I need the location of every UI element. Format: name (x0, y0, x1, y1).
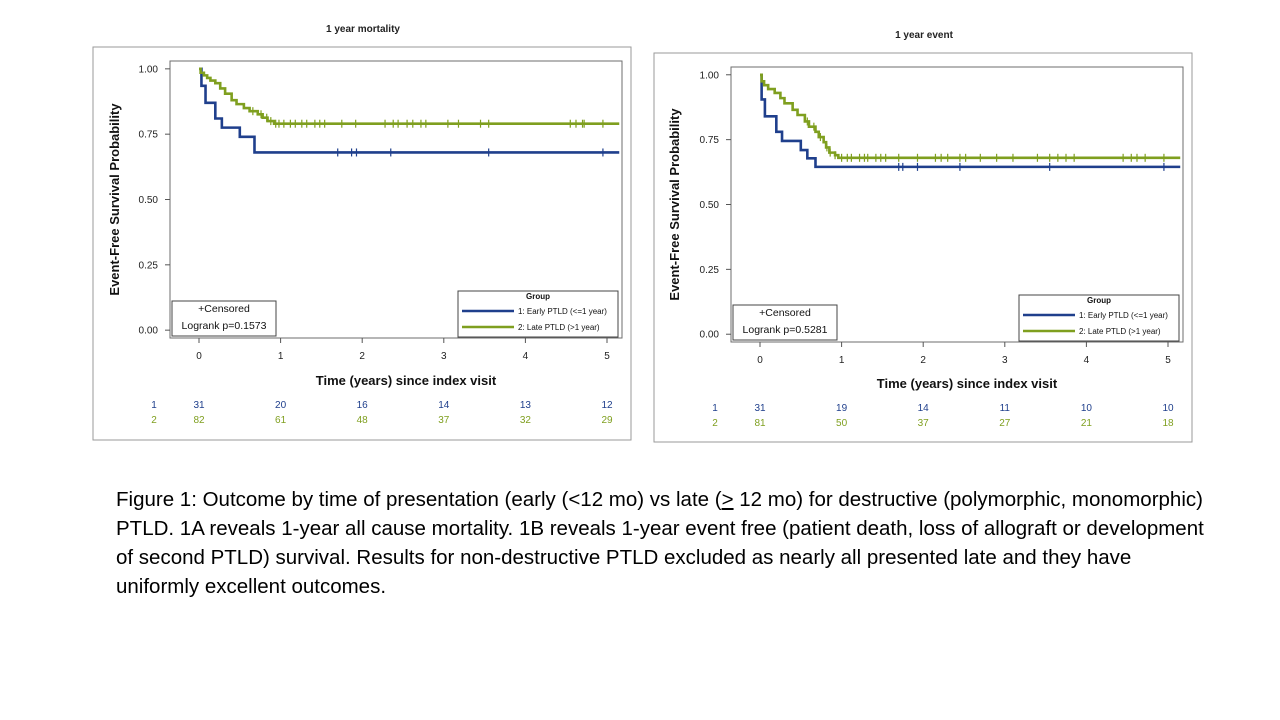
risk-count: 29 (601, 415, 613, 426)
km-curve-early (760, 73, 1181, 169)
legend-label: 1: Early PTLD (<=1 year) (518, 307, 607, 316)
risk-count: 10 (1162, 403, 1174, 414)
risk-count: 16 (357, 400, 369, 411)
risk-count: 14 (918, 403, 930, 414)
y-tick-label: 0.00 (139, 326, 159, 337)
chart-panel-mortality: 1 year mortality 0.00 0.25 0.50 0.75 1.00 0 1 2… (0, 0, 640, 450)
legend-label: 2: Late PTLD (>1 year) (1079, 327, 1161, 336)
logrank-value: Logrank p=0.5281 (743, 324, 828, 336)
censored-note: +Censored (198, 303, 250, 315)
risk-count: 31 (193, 400, 205, 411)
figure-frame (653, 52, 1193, 443)
y-tick-label: 0.75 (700, 135, 720, 146)
legend (457, 290, 619, 338)
chart-title: 1 year event (895, 30, 953, 41)
y-tick-label: 0.00 (700, 330, 720, 341)
figure-frame (92, 46, 632, 441)
chart-title: 1 year mortality (326, 24, 400, 35)
risk-count: 11 (1000, 403, 1011, 414)
risk-count: 82 (193, 415, 205, 426)
risk-count: 19 (836, 403, 848, 414)
risk-count: 48 (357, 415, 369, 426)
y-tick-label: 0.50 (700, 200, 720, 211)
y-axis-title: Event-Free Survival Probability (667, 108, 682, 301)
risk-count: 37 (918, 418, 930, 429)
x-tick-label: 2 (920, 355, 926, 366)
x-tick-label: 5 (1165, 355, 1171, 366)
legend-title: Group (526, 292, 550, 301)
figure-caption: Figure 1: Outcome by time of presentatio… (116, 485, 1216, 601)
x-tick-label: 1 (839, 355, 845, 366)
chart-panel-event: 1 year event 0.00 0.25 0.50 0.75 1.00 0 1 2 3 4 5 T… (640, 0, 1280, 450)
legend-label: 1: Early PTLD (<=1 year) (1079, 311, 1168, 320)
risk-count: 21 (1081, 418, 1093, 429)
risk-row-label: 2 (712, 418, 718, 429)
risk-count: 61 (275, 415, 287, 426)
x-tick-label: 4 (523, 351, 529, 362)
x-tick-label: 0 (196, 351, 202, 362)
risk-count: 12 (601, 400, 613, 411)
risk-row-label: 1 (151, 400, 157, 411)
legend-title: Group (1087, 296, 1111, 305)
risk-row-label: 1 (712, 403, 718, 414)
risk-count: 37 (438, 415, 450, 426)
y-tick-label: 0.25 (139, 260, 159, 271)
km-curve-late (199, 67, 620, 126)
y-tick-label: 0.50 (139, 195, 159, 206)
x-tick-label: 2 (359, 351, 365, 362)
x-tick-label: 0 (757, 355, 763, 366)
km-curve-early (199, 67, 620, 154)
risk-count: 18 (1162, 418, 1174, 429)
risk-count: 81 (754, 418, 766, 429)
x-tick-label: 3 (441, 351, 447, 362)
y-tick-label: 1.00 (700, 70, 720, 81)
x-axis-title: Time (years) since index visit (316, 373, 497, 388)
risk-count: 20 (275, 400, 287, 411)
km-plot-event: 0.00 0.25 0.50 0.75 1.00 0 1 2 3 4 5 Time (years) s… (653, 52, 1193, 443)
y-tick-label: 0.75 (139, 130, 159, 141)
risk-count: 27 (999, 418, 1011, 429)
y-tick-label: 1.00 (139, 64, 159, 75)
risk-count: 31 (754, 403, 766, 414)
risk-count: 14 (438, 400, 450, 411)
caption-part-2: 12 mo) for destructive (polymorphic, mon… (116, 488, 1204, 598)
legend (1018, 294, 1180, 342)
caption-part-1: Figure 1: Outcome by time of presentatio… (116, 488, 722, 511)
y-tick-label: 0.25 (700, 265, 720, 276)
logrank-value: Logrank p=0.1573 (182, 320, 267, 332)
km-curve-late (760, 73, 1181, 160)
x-axis-title: Time (years) since index visit (877, 376, 1058, 391)
risk-count: 32 (520, 415, 532, 426)
risk-count: 10 (1081, 403, 1093, 414)
caption-ge-symbol: > (721, 488, 734, 511)
censor-logrank-box (171, 300, 277, 337)
y-axis-title: Event-Free Survival Probability (107, 103, 122, 296)
risk-count: 13 (520, 400, 532, 411)
x-tick-label: 5 (604, 351, 610, 362)
risk-row-label: 2 (151, 415, 157, 426)
x-tick-label: 3 (1002, 355, 1008, 366)
x-tick-label: 4 (1084, 355, 1090, 366)
x-tick-label: 1 (278, 351, 284, 362)
risk-count: 50 (836, 418, 848, 429)
legend-label: 2: Late PTLD (>1 year) (518, 323, 600, 332)
censor-logrank-box (732, 304, 838, 341)
censored-note: +Censored (759, 307, 811, 319)
